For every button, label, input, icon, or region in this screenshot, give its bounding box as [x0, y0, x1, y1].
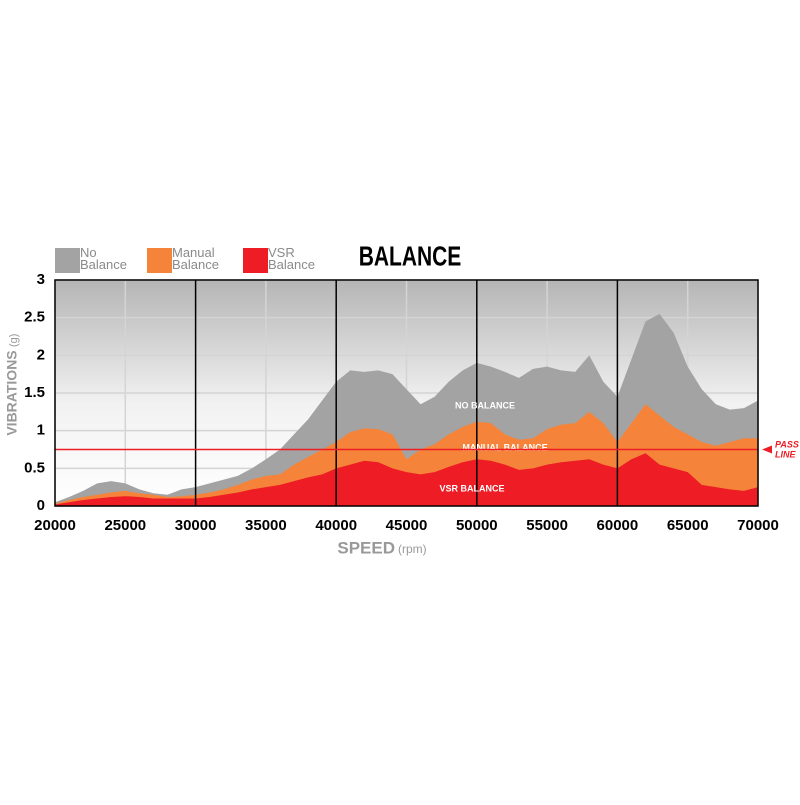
- x-tick-label: 45000: [386, 517, 428, 534]
- x-tick-label: 25000: [104, 517, 146, 534]
- legend-label: No Balance: [80, 245, 127, 272]
- x-tick-label: 70000: [737, 517, 779, 534]
- annotation: VSR BALANCE: [439, 483, 504, 493]
- area: [55, 453, 758, 506]
- x-tick-label: 60000: [597, 517, 639, 534]
- pass-arrow: [762, 445, 772, 454]
- annotation: NO BALANCE: [455, 400, 515, 410]
- y-label: VIBRATIONS: [4, 350, 20, 435]
- legend-label: Manual Balance: [172, 245, 219, 272]
- x-tick-label: 30000: [175, 517, 217, 534]
- y-tick-label: 2.5: [24, 309, 45, 326]
- legend-swatch: [243, 248, 268, 273]
- y-tick-label: 0: [37, 497, 45, 514]
- y-tick-label: 2: [37, 346, 45, 363]
- y-tick-label: 3: [37, 271, 45, 288]
- legend-swatch: [55, 248, 80, 273]
- y-tick-label: 1.5: [24, 384, 45, 401]
- y-unit: (g): [8, 334, 20, 347]
- y-tick-label: 1: [37, 422, 45, 439]
- x-tick-label: 20000: [34, 517, 76, 534]
- legend-label: VSR Balance: [268, 245, 315, 272]
- y-tick-label: 0.5: [24, 459, 45, 476]
- x-tick-label: 35000: [245, 517, 287, 534]
- plot-border: [54, 279, 759, 507]
- x-tick-label: 55000: [526, 517, 568, 534]
- annotation: MANUAL BALANCE: [462, 442, 547, 452]
- x-unit: (rpm): [398, 542, 427, 556]
- chart-title: BALANCE: [359, 242, 462, 273]
- x-label: SPEED: [337, 538, 395, 557]
- legend-swatch: [147, 248, 172, 273]
- x-tick-label: 50000: [456, 517, 498, 534]
- x-tick-label: 40000: [315, 517, 357, 534]
- pass-label: PASS LINE: [775, 440, 799, 460]
- x-tick-label: 65000: [667, 517, 709, 534]
